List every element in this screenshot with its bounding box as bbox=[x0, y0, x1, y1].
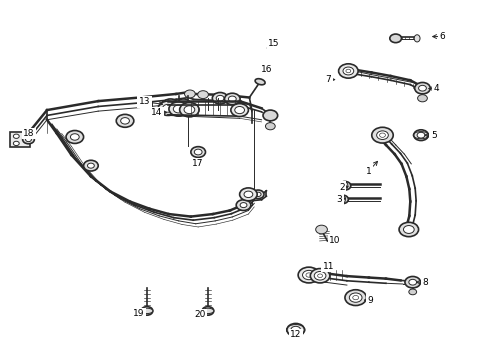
Circle shape bbox=[338, 181, 350, 190]
Circle shape bbox=[255, 192, 261, 197]
Circle shape bbox=[162, 104, 173, 112]
Text: 1: 1 bbox=[365, 167, 371, 176]
Circle shape bbox=[158, 101, 177, 116]
Circle shape bbox=[183, 106, 194, 114]
Text: 18: 18 bbox=[23, 129, 35, 138]
Circle shape bbox=[371, 127, 392, 143]
Circle shape bbox=[179, 103, 199, 117]
Circle shape bbox=[184, 90, 195, 98]
Text: 11: 11 bbox=[322, 262, 333, 271]
Text: 16: 16 bbox=[260, 65, 272, 74]
Circle shape bbox=[240, 203, 246, 208]
Circle shape bbox=[418, 85, 426, 91]
Circle shape bbox=[22, 135, 34, 144]
Text: 5: 5 bbox=[430, 131, 436, 140]
Circle shape bbox=[416, 132, 424, 138]
Circle shape bbox=[389, 34, 401, 42]
Text: 13: 13 bbox=[139, 97, 150, 106]
Circle shape bbox=[317, 274, 322, 278]
Circle shape bbox=[173, 105, 183, 113]
Ellipse shape bbox=[141, 308, 153, 314]
Circle shape bbox=[290, 326, 300, 333]
Circle shape bbox=[265, 123, 275, 130]
Circle shape bbox=[314, 271, 325, 280]
Circle shape bbox=[224, 93, 240, 105]
Ellipse shape bbox=[413, 35, 419, 42]
Circle shape bbox=[345, 69, 350, 73]
Circle shape bbox=[398, 222, 418, 237]
Text: 9: 9 bbox=[366, 296, 372, 305]
Circle shape bbox=[417, 95, 427, 102]
Circle shape bbox=[212, 93, 227, 104]
Circle shape bbox=[234, 107, 244, 114]
Ellipse shape bbox=[202, 308, 213, 314]
Circle shape bbox=[239, 188, 257, 201]
Text: 2: 2 bbox=[339, 183, 344, 192]
Circle shape bbox=[162, 99, 178, 111]
Circle shape bbox=[230, 104, 248, 117]
Circle shape bbox=[190, 147, 205, 157]
Circle shape bbox=[166, 102, 174, 108]
Circle shape bbox=[376, 131, 387, 139]
Circle shape bbox=[216, 95, 224, 101]
Circle shape bbox=[13, 134, 19, 138]
Circle shape bbox=[202, 307, 213, 315]
Text: 3: 3 bbox=[336, 195, 342, 204]
Circle shape bbox=[116, 114, 134, 127]
Circle shape bbox=[338, 64, 357, 78]
Text: 8: 8 bbox=[421, 278, 427, 287]
Circle shape bbox=[121, 118, 129, 124]
Circle shape bbox=[87, 163, 94, 168]
Text: 14: 14 bbox=[151, 108, 162, 117]
Circle shape bbox=[379, 133, 385, 137]
Text: 20: 20 bbox=[194, 310, 205, 319]
Circle shape bbox=[413, 130, 427, 140]
Text: 15: 15 bbox=[267, 39, 279, 48]
Circle shape bbox=[236, 200, 250, 211]
Circle shape bbox=[263, 110, 277, 121]
Circle shape bbox=[315, 225, 327, 234]
Circle shape bbox=[298, 267, 319, 283]
Circle shape bbox=[194, 149, 202, 155]
Ellipse shape bbox=[255, 79, 264, 85]
Circle shape bbox=[244, 191, 252, 198]
Bar bbox=[10, 132, 30, 147]
Circle shape bbox=[305, 273, 311, 277]
Circle shape bbox=[310, 269, 329, 283]
Ellipse shape bbox=[339, 195, 345, 203]
Text: 17: 17 bbox=[192, 159, 203, 168]
Circle shape bbox=[342, 67, 353, 75]
Circle shape bbox=[286, 323, 304, 336]
Circle shape bbox=[403, 226, 413, 233]
Circle shape bbox=[70, 134, 79, 140]
Text: 19: 19 bbox=[133, 309, 144, 318]
Circle shape bbox=[404, 276, 420, 288]
Circle shape bbox=[336, 195, 347, 204]
Circle shape bbox=[228, 96, 236, 102]
Circle shape bbox=[66, 131, 83, 143]
Circle shape bbox=[83, 160, 98, 171]
Text: 7: 7 bbox=[325, 75, 330, 84]
Circle shape bbox=[252, 190, 264, 199]
Circle shape bbox=[408, 279, 416, 285]
Text: 4: 4 bbox=[432, 84, 438, 93]
Ellipse shape bbox=[341, 182, 347, 190]
Text: 6: 6 bbox=[438, 32, 444, 41]
Circle shape bbox=[13, 141, 19, 145]
Circle shape bbox=[408, 289, 416, 295]
Circle shape bbox=[344, 290, 366, 306]
Circle shape bbox=[176, 99, 190, 109]
Circle shape bbox=[302, 270, 315, 280]
Circle shape bbox=[414, 82, 429, 94]
Circle shape bbox=[348, 293, 361, 302]
Circle shape bbox=[168, 102, 188, 116]
Text: 12: 12 bbox=[289, 330, 301, 339]
Circle shape bbox=[180, 102, 186, 107]
Text: 10: 10 bbox=[328, 237, 340, 246]
Circle shape bbox=[197, 91, 208, 99]
Circle shape bbox=[352, 296, 358, 300]
Circle shape bbox=[141, 307, 153, 315]
Circle shape bbox=[25, 137, 31, 141]
